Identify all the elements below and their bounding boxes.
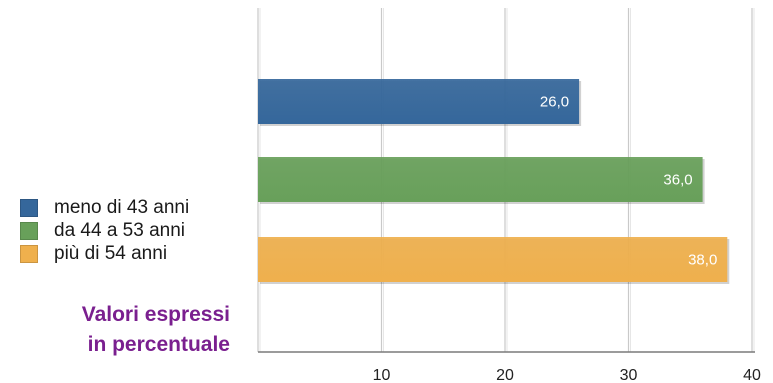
bar (258, 79, 580, 124)
legend-swatch-green (20, 221, 38, 240)
bar (258, 237, 728, 282)
chart-legend: meno di 43 anni da 44 a 53 anni più di 5… (20, 196, 240, 265)
legend-item-44-53: da 44 a 53 anni (20, 219, 240, 242)
x-tick-label: 40 (743, 367, 761, 383)
x-tick-label: 20 (496, 367, 514, 383)
legend-label: da 44 a 53 anni (54, 220, 186, 241)
legend-item-over-54: più di 54 anni (20, 242, 240, 265)
legend-label: più di 54 anni (54, 243, 168, 264)
x-tick-label: 30 (620, 367, 638, 383)
note-line-2: in percentuale (87, 333, 230, 357)
bar-value-label: 36,0 (663, 172, 692, 189)
legend-item-under-43: meno di 43 anni (20, 196, 240, 219)
legend-label: meno di 43 anni (54, 197, 190, 218)
bar-value-label: 38,0 (688, 252, 717, 269)
legend-swatch-orange (20, 244, 38, 263)
x-tick-label: 10 (373, 367, 391, 383)
note-line-1: Valori espressi (81, 303, 230, 326)
legend-swatch-blue (20, 198, 38, 217)
percentage-note: Valori espressi in percentuale (40, 300, 230, 361)
bar (258, 157, 703, 202)
bar-value-label: 26,0 (540, 94, 569, 111)
